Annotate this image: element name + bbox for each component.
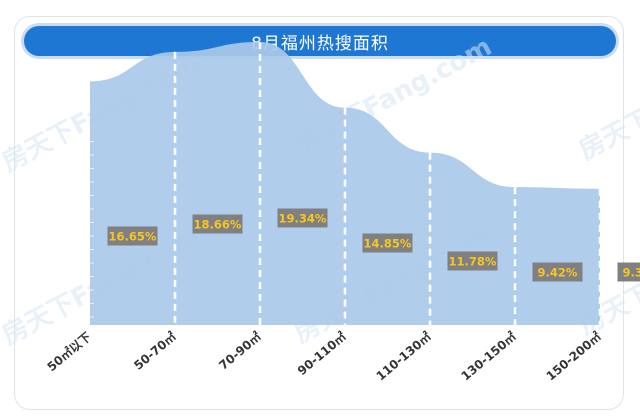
data-label-box (362, 233, 413, 253)
data-label: 18.66% (194, 218, 242, 232)
data-label: 19.34% (279, 212, 327, 226)
data-label: 16.65% (109, 230, 157, 244)
data-label-box (617, 262, 640, 282)
x-tick-label: 50-70㎡ (131, 329, 179, 373)
watermark-text: 房天下Fang.com (574, 37, 640, 166)
data-label: 9.42% (538, 266, 578, 280)
x-tick-label: 110-130㎡ (373, 329, 434, 384)
chart-title-bar: 8月福州热搜面积 (24, 26, 616, 56)
x-tick-label: 50㎡以下 (44, 329, 94, 374)
data-label-box (532, 262, 583, 282)
data-label-box (192, 214, 243, 234)
data-label: 11.78% (449, 255, 497, 269)
x-tick-label: 70-90㎡ (216, 329, 264, 373)
data-label-box (277, 208, 328, 228)
chart-frame (14, 16, 624, 410)
x-tick-label: 130-150㎡ (458, 329, 519, 384)
data-label: 9.31% (623, 266, 640, 280)
data-label-box (107, 226, 158, 246)
x-tick-label: 150-200㎡ (543, 329, 604, 384)
plot-area (90, 41, 602, 325)
chart-title: 8月福州热搜面积 (251, 33, 389, 54)
data-label-layer: 16.65% 18.66% 19.34% 14.85% 11.78% 9.42% 9.31% (107, 208, 640, 282)
data-label: 14.85% (364, 237, 412, 251)
data-label-box (447, 251, 498, 271)
